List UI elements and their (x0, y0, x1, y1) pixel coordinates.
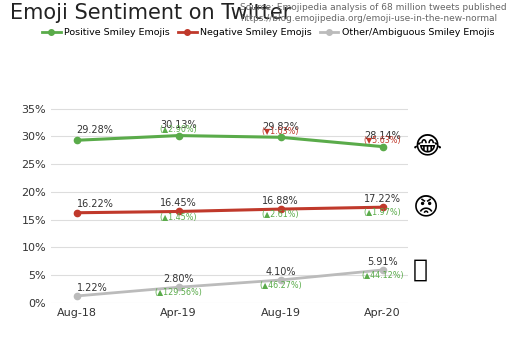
Text: 1.22%: 1.22% (76, 283, 107, 293)
Text: (▲129.56%): (▲129.56%) (154, 288, 202, 297)
Text: 🤔: 🤔 (412, 258, 427, 282)
Text: 😂: 😂 (412, 135, 441, 159)
Text: Emoji Sentiment on Twitter: Emoji Sentiment on Twitter (10, 3, 291, 23)
Text: 16.88%: 16.88% (262, 196, 298, 206)
Text: Source: Emojipedia analysis of 68 million tweets published May 2020.
https://blo: Source: Emojipedia analysis of 68 millio… (239, 3, 509, 23)
Text: 30.13%: 30.13% (160, 120, 196, 130)
Text: 17.22%: 17.22% (363, 194, 400, 204)
Text: (▲44.12%): (▲44.12%) (360, 271, 403, 280)
Text: (▼5.63%): (▼5.63%) (363, 136, 401, 145)
Text: (▲2.90%): (▲2.90%) (159, 125, 197, 134)
Text: (▲1.45%): (▲1.45%) (159, 213, 197, 222)
Legend: Positive Smiley Emojis, Negative Smiley Emojis, Other/Ambiguous Smiley Emojis: Positive Smiley Emojis, Negative Smiley … (38, 24, 498, 41)
Text: 29.28%: 29.28% (76, 125, 113, 135)
Text: 29.82%: 29.82% (262, 122, 298, 132)
Text: 2.80%: 2.80% (163, 275, 193, 284)
Text: (▲46.27%): (▲46.27%) (259, 281, 301, 290)
Text: 28.14%: 28.14% (363, 131, 400, 141)
Text: (▲1.97%): (▲1.97%) (363, 208, 401, 217)
Text: 4.10%: 4.10% (265, 267, 295, 277)
Text: 5.91%: 5.91% (366, 257, 397, 267)
Text: 16.22%: 16.22% (76, 199, 113, 209)
Text: 16.45%: 16.45% (160, 198, 196, 208)
Text: (▲2.61%): (▲2.61%) (261, 210, 299, 219)
Text: (▼1.03%): (▼1.03%) (261, 127, 299, 136)
Text: 😡: 😡 (412, 195, 438, 219)
